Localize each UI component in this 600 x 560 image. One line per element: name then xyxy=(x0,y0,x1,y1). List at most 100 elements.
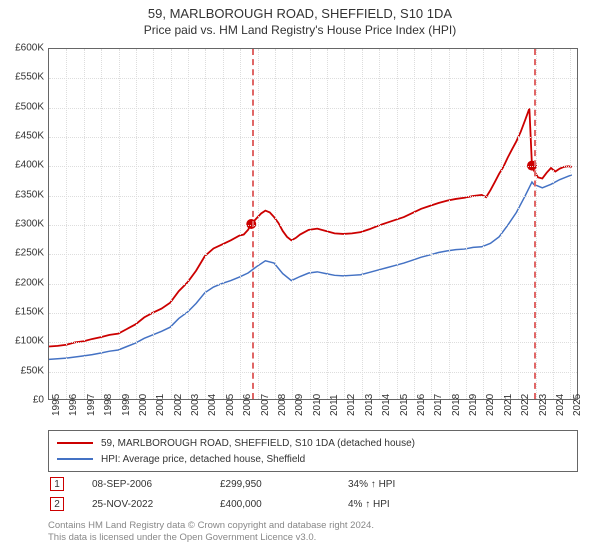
gridline-v xyxy=(101,49,102,399)
sales-row-delta: 34% ↑ HPI xyxy=(348,479,468,490)
attribution: Contains HM Land Registry data © Crown c… xyxy=(48,520,578,545)
xtick-label: 2001 xyxy=(155,394,166,416)
sales-row-price: £299,950 xyxy=(220,479,340,490)
xtick-label: 2003 xyxy=(190,394,201,416)
gridline-v xyxy=(431,49,432,399)
xtick-label: 2025 xyxy=(572,394,583,416)
gridline-v xyxy=(570,49,571,399)
xtick-label: 2017 xyxy=(433,394,444,416)
gridline-v xyxy=(483,49,484,399)
xtick-label: 2000 xyxy=(138,394,149,416)
gridline-v xyxy=(119,49,120,399)
sales-row-date: 25-NOV-2022 xyxy=(92,499,212,510)
gridline-h xyxy=(49,342,577,343)
ytick-label: £100K xyxy=(0,336,44,347)
gridline-v xyxy=(188,49,189,399)
sales-row-num: 2 xyxy=(50,497,64,511)
chart-container: { "title": { "main": "59, MARLBOROUGH RO… xyxy=(0,0,600,560)
gridline-v xyxy=(518,49,519,399)
gridline-v xyxy=(275,49,276,399)
chart-lines-svg xyxy=(49,49,577,399)
gridline-v xyxy=(327,49,328,399)
sales-row: 2 25-NOV-2022 £400,000 4% ↑ HPI xyxy=(48,494,578,514)
gridline-h xyxy=(49,166,577,167)
gridline-h xyxy=(49,78,577,79)
ytick-label: £600K xyxy=(0,43,44,54)
title-block: 59, MARLBOROUGH ROAD, SHEFFIELD, S10 1DA… xyxy=(0,0,600,37)
xtick-label: 2002 xyxy=(173,394,184,416)
chart-plot-area: 12 xyxy=(48,48,578,400)
ytick-label: £550K xyxy=(0,72,44,83)
sale-dash-line xyxy=(252,49,254,399)
gridline-v xyxy=(397,49,398,399)
xtick-label: 2008 xyxy=(277,394,288,416)
sales-table: 108-SEP-2006£299,95034% ↑ HPI225-NOV-202… xyxy=(48,474,578,514)
sales-row-price: £400,000 xyxy=(220,499,340,510)
gridline-v xyxy=(449,49,450,399)
gridline-h xyxy=(49,313,577,314)
gridline-v xyxy=(223,49,224,399)
ytick-label: £300K xyxy=(0,219,44,230)
gridline-h xyxy=(49,225,577,226)
gridline-v xyxy=(362,49,363,399)
gridline-v xyxy=(553,49,554,399)
gridline-v xyxy=(171,49,172,399)
xtick-label: 2005 xyxy=(225,394,236,416)
gridline-v xyxy=(153,49,154,399)
ytick-label: £200K xyxy=(0,277,44,288)
gridline-h xyxy=(49,284,577,285)
gridline-h xyxy=(49,254,577,255)
xtick-label: 2020 xyxy=(485,394,496,416)
xtick-label: 1996 xyxy=(68,394,79,416)
xtick-label: 2018 xyxy=(451,394,462,416)
legend-row: HPI: Average price, detached house, Shef… xyxy=(57,451,569,467)
ytick-label: £350K xyxy=(0,189,44,200)
legend-swatch xyxy=(57,442,93,444)
legend: 59, MARLBOROUGH ROAD, SHEFFIELD, S10 1DA… xyxy=(48,430,578,472)
xtick-label: 1995 xyxy=(51,394,62,416)
gridline-v xyxy=(84,49,85,399)
xtick-label: 2021 xyxy=(503,394,514,416)
gridline-v xyxy=(466,49,467,399)
xtick-label: 2014 xyxy=(381,394,392,416)
xtick-label: 2010 xyxy=(312,394,323,416)
gridline-h xyxy=(49,108,577,109)
ytick-label: £500K xyxy=(0,101,44,112)
sales-row-delta: 4% ↑ HPI xyxy=(348,499,468,510)
sales-row-date: 08-SEP-2006 xyxy=(92,479,212,490)
gridline-v xyxy=(136,49,137,399)
xtick-label: 2009 xyxy=(294,394,305,416)
xtick-label: 2007 xyxy=(260,394,271,416)
xtick-label: 1999 xyxy=(121,394,132,416)
gridline-v xyxy=(501,49,502,399)
xtick-label: 2015 xyxy=(399,394,410,416)
gridline-v xyxy=(379,49,380,399)
gridline-h xyxy=(49,137,577,138)
ytick-label: £450K xyxy=(0,131,44,142)
xtick-label: 2011 xyxy=(329,394,340,416)
sales-row: 108-SEP-2006£299,95034% ↑ HPI xyxy=(48,474,578,494)
xtick-label: 2004 xyxy=(207,394,218,416)
xtick-label: 2024 xyxy=(555,394,566,416)
legend-row: 59, MARLBOROUGH ROAD, SHEFFIELD, S10 1DA… xyxy=(57,435,569,451)
legend-label: 59, MARLBOROUGH ROAD, SHEFFIELD, S10 1DA… xyxy=(101,438,415,449)
gridline-v xyxy=(258,49,259,399)
gridline-v xyxy=(414,49,415,399)
xtick-label: 2012 xyxy=(346,394,357,416)
ytick-label: £150K xyxy=(0,307,44,318)
gridline-v xyxy=(310,49,311,399)
ytick-label: £50K xyxy=(0,365,44,376)
legend-swatch xyxy=(57,458,93,460)
gridline-v xyxy=(292,49,293,399)
gridline-v xyxy=(205,49,206,399)
attribution-line2: This data is licensed under the Open Gov… xyxy=(48,532,578,544)
gridline-h xyxy=(49,372,577,373)
xtick-label: 2016 xyxy=(416,394,427,416)
gridline-v xyxy=(66,49,67,399)
xtick-label: 2006 xyxy=(242,394,253,416)
gridline-v xyxy=(240,49,241,399)
xtick-label: 2022 xyxy=(520,394,531,416)
attribution-line1: Contains HM Land Registry data © Crown c… xyxy=(48,520,578,532)
xtick-label: 1997 xyxy=(86,394,97,416)
ytick-label: £400K xyxy=(0,160,44,171)
